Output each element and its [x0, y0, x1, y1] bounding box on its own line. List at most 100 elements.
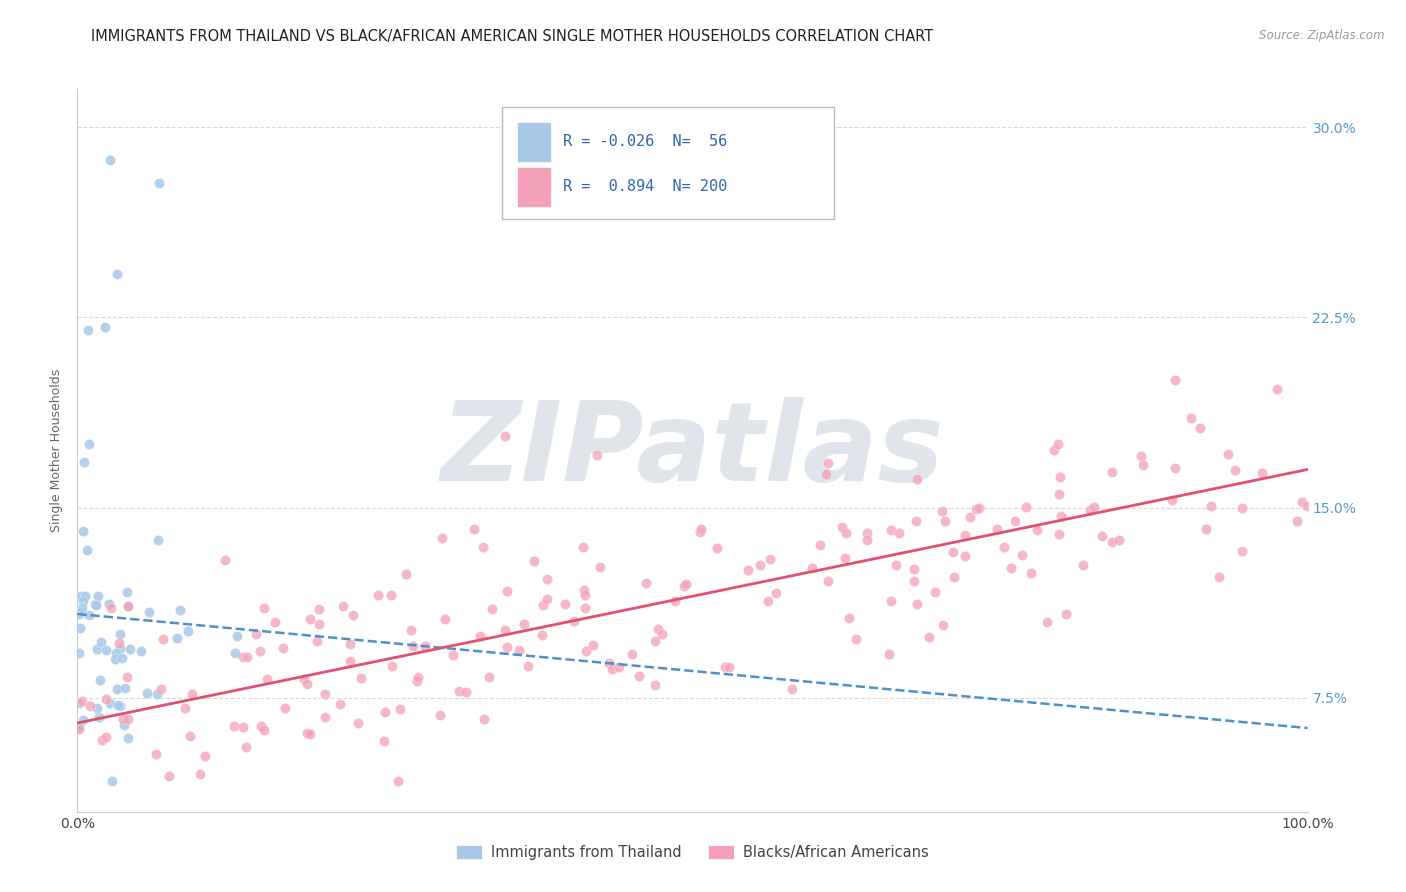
Point	[91, 733, 114, 747]
Point	[1130, 450, 1153, 464]
Point	[250, 719, 273, 733]
Point	[441, 648, 464, 663]
Point	[112, 712, 135, 726]
Point	[523, 554, 546, 568]
Point	[817, 574, 839, 588]
Point	[508, 643, 530, 657]
Point	[380, 588, 402, 602]
Point	[105, 646, 128, 660]
Point	[903, 562, 925, 576]
Point	[1180, 411, 1202, 425]
Point	[146, 687, 169, 701]
Point	[236, 649, 259, 664]
Point	[72, 713, 94, 727]
Point	[108, 641, 131, 656]
Point	[107, 698, 129, 713]
Point	[808, 538, 831, 552]
Point	[1195, 522, 1218, 536]
Point	[367, 588, 389, 602]
Point	[274, 700, 297, 714]
Point	[388, 702, 411, 716]
Point	[87, 709, 110, 723]
Point	[395, 567, 418, 582]
Point	[111, 651, 134, 665]
Point	[406, 670, 429, 684]
Point	[72, 594, 94, 608]
Point	[374, 705, 396, 719]
Legend: Immigrants from Thailand, Blacks/African Americans: Immigrants from Thailand, Blacks/African…	[450, 839, 935, 866]
Point	[117, 599, 139, 614]
Point	[903, 574, 925, 588]
Point	[89, 673, 111, 687]
Point	[253, 600, 276, 615]
Point	[884, 558, 907, 573]
Text: ZIPatlas: ZIPatlas	[440, 397, 945, 504]
Point	[112, 718, 135, 732]
Point	[516, 658, 538, 673]
Point	[224, 718, 246, 732]
Point	[253, 723, 276, 738]
Point	[299, 612, 322, 626]
Point	[472, 712, 495, 726]
Point	[924, 585, 946, 599]
Point	[79, 698, 101, 713]
Point	[713, 660, 735, 674]
Point	[967, 501, 990, 516]
Point	[562, 614, 585, 628]
Point	[986, 523, 1008, 537]
Point	[1004, 514, 1026, 528]
Point	[664, 594, 686, 608]
Point	[905, 472, 928, 486]
Point	[79, 607, 101, 622]
Point	[84, 598, 107, 612]
Point	[226, 629, 249, 643]
Point	[96, 643, 118, 657]
Point	[115, 585, 138, 599]
Point	[531, 628, 554, 642]
Point	[72, 524, 94, 538]
Point	[115, 670, 138, 684]
Point	[232, 649, 254, 664]
Point	[69, 589, 91, 603]
Point	[332, 599, 354, 613]
Point	[536, 592, 558, 607]
Point	[76, 543, 98, 558]
Point	[101, 773, 124, 788]
Point	[308, 602, 330, 616]
Point	[1164, 460, 1187, 475]
Point	[72, 455, 94, 469]
Point	[1161, 493, 1184, 508]
Point	[100, 601, 122, 615]
Point	[1035, 615, 1057, 629]
Point	[748, 558, 770, 572]
Point	[339, 654, 361, 668]
Point	[1047, 437, 1070, 451]
Point	[90, 634, 112, 648]
Point	[449, 683, 471, 698]
Point	[494, 429, 516, 443]
Point	[737, 563, 759, 577]
Point	[249, 644, 271, 658]
Point	[647, 623, 669, 637]
Point	[575, 644, 598, 658]
Point	[177, 624, 200, 638]
Point	[1164, 373, 1187, 387]
Point	[1265, 382, 1288, 396]
Point	[1025, 523, 1047, 537]
Point	[817, 456, 839, 470]
Point	[574, 588, 596, 602]
Point	[214, 553, 236, 567]
Point	[1295, 500, 1317, 514]
Point	[758, 551, 780, 566]
Point	[430, 531, 453, 545]
Point	[135, 685, 157, 699]
Point	[232, 720, 254, 734]
Point	[94, 691, 117, 706]
Point	[433, 612, 456, 626]
Point	[1291, 495, 1313, 509]
Point	[1218, 447, 1240, 461]
Point	[157, 769, 180, 783]
Point	[67, 646, 90, 660]
Point	[314, 709, 336, 723]
Point	[138, 605, 160, 619]
